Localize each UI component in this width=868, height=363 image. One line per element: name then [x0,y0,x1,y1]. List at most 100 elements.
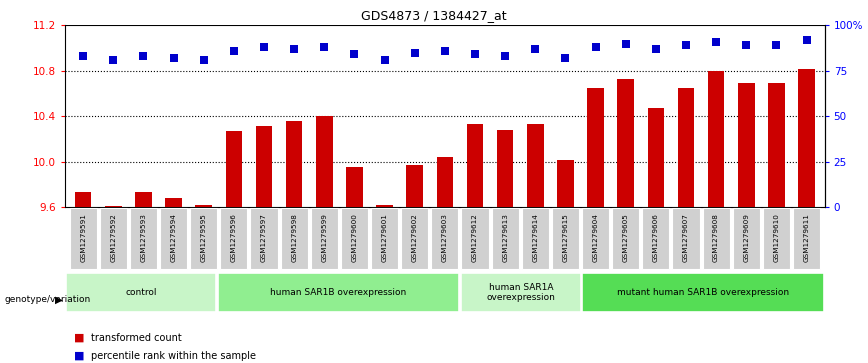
Point [318,44,332,50]
Text: percentile rank within the sample: percentile rank within the sample [91,351,256,361]
Text: GSM1279601: GSM1279601 [382,213,388,262]
Point [408,50,422,56]
Point [558,55,572,61]
Bar [617,79,634,207]
Text: GSM1279606: GSM1279606 [653,213,659,262]
Text: human SAR1A
overexpression: human SAR1A overexpression [486,282,556,302]
Text: GSM1279593: GSM1279593 [141,213,147,262]
Bar [316,116,332,207]
Point [227,48,240,54]
Text: GSM1279614: GSM1279614 [532,213,538,262]
Point [468,52,482,57]
Text: mutant human SAR1B overexpression: mutant human SAR1B overexpression [617,288,789,297]
Point [529,46,542,52]
Point [197,57,211,63]
Bar [467,124,483,207]
Text: GSM1279595: GSM1279595 [201,213,207,262]
FancyBboxPatch shape [371,208,398,269]
Point [107,57,121,63]
FancyBboxPatch shape [763,208,790,269]
FancyBboxPatch shape [462,208,489,269]
Bar [527,124,543,207]
Point [167,55,181,61]
FancyBboxPatch shape [220,208,247,269]
Text: GSM1279599: GSM1279599 [321,213,327,262]
Text: GSM1279610: GSM1279610 [773,213,779,262]
Bar [496,130,513,207]
Text: ■: ■ [74,351,84,361]
FancyBboxPatch shape [431,208,458,269]
FancyBboxPatch shape [160,208,187,269]
Text: GSM1279594: GSM1279594 [171,213,176,262]
Text: GSM1279611: GSM1279611 [804,213,810,262]
Bar [105,206,122,207]
Bar [768,83,785,207]
FancyBboxPatch shape [642,208,669,269]
Text: GSM1279603: GSM1279603 [442,213,448,262]
Text: ▶: ▶ [56,294,63,305]
Text: GSM1279602: GSM1279602 [411,213,418,262]
FancyBboxPatch shape [733,208,760,269]
Point [649,46,663,52]
Bar [195,205,212,207]
Bar [346,167,363,207]
Bar [256,126,273,207]
FancyBboxPatch shape [341,208,368,269]
FancyBboxPatch shape [582,208,609,269]
Point [619,41,633,46]
FancyBboxPatch shape [130,208,157,269]
Text: GSM1279604: GSM1279604 [593,213,599,262]
FancyBboxPatch shape [582,273,824,312]
Point [136,53,150,59]
Point [679,42,693,48]
Point [437,48,451,54]
Text: GSM1279615: GSM1279615 [562,213,569,262]
FancyBboxPatch shape [69,208,96,269]
Bar [135,192,152,207]
FancyBboxPatch shape [251,208,278,269]
Text: ■: ■ [74,333,84,343]
Bar [406,165,423,207]
FancyBboxPatch shape [461,273,581,312]
Bar [738,83,754,207]
FancyBboxPatch shape [702,208,730,269]
Point [347,52,361,57]
Text: human SAR1B overexpression: human SAR1B overexpression [271,288,406,297]
Bar [226,131,242,207]
Text: GSM1279605: GSM1279605 [622,213,628,262]
Bar [377,205,393,207]
Bar [437,157,453,207]
Text: GSM1279612: GSM1279612 [472,213,478,262]
FancyBboxPatch shape [552,208,579,269]
Bar [557,160,574,207]
Point [287,46,301,52]
Point [378,57,391,63]
FancyBboxPatch shape [491,208,519,269]
Point [76,53,90,59]
Text: GSM1279596: GSM1279596 [231,213,237,262]
Text: GSM1279597: GSM1279597 [261,213,267,262]
Bar [707,71,725,207]
FancyBboxPatch shape [793,208,820,269]
Text: GSM1279609: GSM1279609 [743,213,749,262]
Text: control: control [125,288,157,297]
Text: GSM1279613: GSM1279613 [502,213,508,262]
Text: GSM1279600: GSM1279600 [352,213,358,262]
Bar [648,108,664,207]
Point [498,53,512,59]
Point [589,44,602,50]
Text: GSM1279608: GSM1279608 [713,213,719,262]
FancyBboxPatch shape [612,208,639,269]
Text: GSM1279607: GSM1279607 [683,213,689,262]
Point [740,42,753,48]
Bar [286,121,302,207]
Bar [588,88,604,207]
FancyBboxPatch shape [280,208,308,269]
FancyBboxPatch shape [311,208,338,269]
Text: transformed count: transformed count [91,333,182,343]
Point [257,44,271,50]
Bar [75,192,91,207]
FancyBboxPatch shape [66,273,216,312]
FancyBboxPatch shape [401,208,428,269]
Point [799,37,813,43]
